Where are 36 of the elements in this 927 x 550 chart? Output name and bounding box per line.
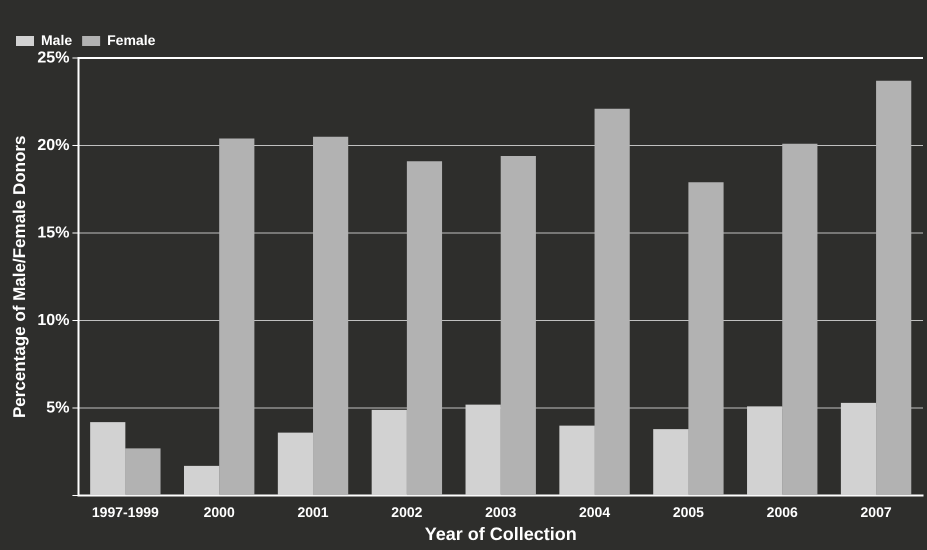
bar (594, 108, 630, 496)
bar (747, 406, 782, 496)
bar (876, 80, 912, 496)
legend-label: Male (41, 32, 72, 48)
y-tick-label: 15% (37, 224, 70, 242)
bar (840, 402, 876, 496)
x-tick-label: 2005 (672, 504, 704, 520)
bar (278, 432, 314, 496)
bar (782, 144, 818, 496)
x-tick-label: 2002 (391, 504, 423, 520)
bar (500, 156, 536, 496)
bar (90, 422, 126, 496)
x-tick-label: 2001 (297, 504, 329, 520)
x-tick-label: 2003 (485, 504, 516, 520)
bar (125, 448, 161, 496)
x-axis-title: Year of Collection (424, 524, 577, 544)
bar (653, 429, 688, 496)
x-tick-label: 2000 (204, 504, 235, 520)
x-tick-label: 2006 (766, 504, 798, 520)
bar (466, 404, 501, 496)
y-tick-label: 10% (37, 312, 70, 329)
x-tick-label: 1997-1999 (92, 504, 160, 520)
y-tick-label: 25% (37, 49, 70, 66)
bar (688, 182, 724, 496)
bar (372, 410, 407, 496)
y-tick-label: 5% (46, 399, 70, 416)
bar (406, 161, 442, 496)
y-axis-title: Percentage of Male/Female Donors (10, 136, 29, 418)
x-tick-label: 2007 (860, 504, 892, 520)
x-tick-label: 2004 (578, 504, 610, 520)
bar (313, 136, 348, 496)
y-tick-label: 20% (37, 136, 70, 154)
legend-label: Female (107, 32, 156, 48)
bar (219, 138, 254, 496)
bar (184, 466, 220, 496)
bar (559, 426, 595, 496)
